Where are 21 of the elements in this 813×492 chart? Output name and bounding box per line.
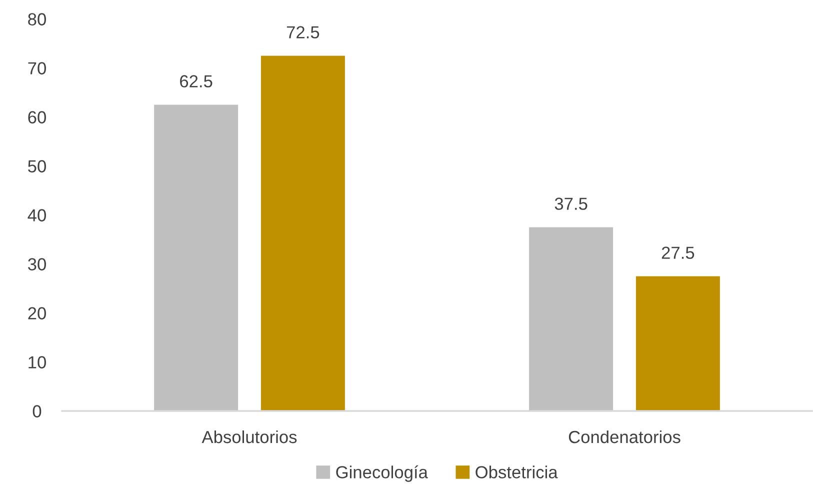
data-label: 62.5: [180, 75, 212, 88]
y-tick-label: 40: [28, 209, 46, 222]
legend-label: Ginecología: [336, 465, 428, 482]
y-tick-label: 30: [28, 258, 46, 270]
data-label: 72.5: [286, 26, 320, 38]
x-tick-label: Condenatorios: [568, 430, 680, 444]
y-tick-label: 10: [28, 356, 46, 368]
bar: [260, 56, 345, 411]
y-tick-label: 80: [28, 13, 46, 26]
x-tick-label: Absolutorios: [202, 430, 297, 444]
legend-label: Obstetricia: [476, 466, 558, 478]
y-tick-label: 0: [32, 405, 42, 418]
y-tick-label: 20: [28, 307, 46, 320]
y-tick-label: 60: [28, 111, 46, 124]
y-tick-label: 50: [28, 160, 46, 172]
data-label: 27.5: [662, 246, 694, 259]
bar: [154, 104, 238, 411]
y-tick-label: 70: [28, 62, 46, 74]
data-label: 37.5: [554, 198, 588, 210]
bar: [636, 276, 720, 411]
bar: [529, 227, 614, 411]
